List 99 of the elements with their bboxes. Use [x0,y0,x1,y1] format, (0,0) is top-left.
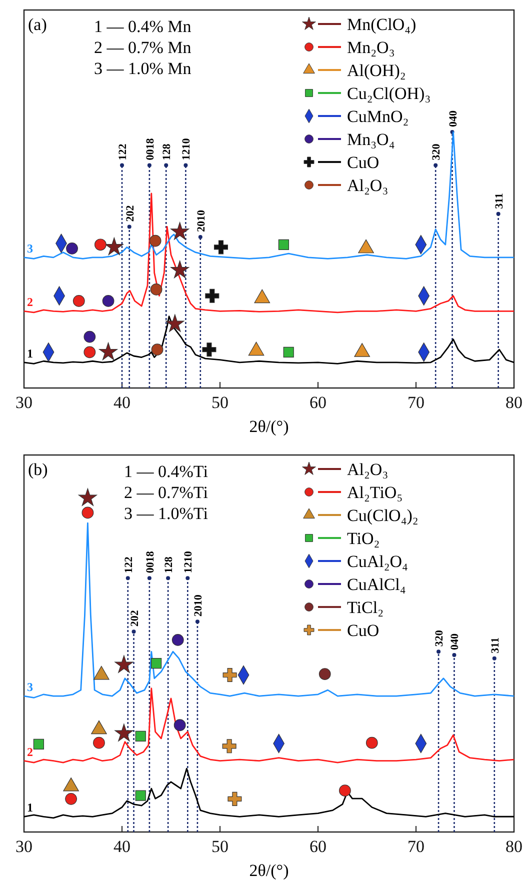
x-tick-label: 70 [408,393,424,412]
point [104,237,124,256]
x-tick-label: 80 [506,837,522,856]
annotation: 311 [493,193,506,209]
x-tick-label: 60 [310,393,326,412]
point [94,238,106,251]
series-label: 3 [27,680,33,694]
annotation: 128 [163,556,176,574]
legend-label: Cu(ClO₄)₂ [347,506,418,525]
point [84,330,96,343]
point [318,668,331,680]
series-label: 1 [27,800,33,815]
point [205,288,220,303]
legend-label: TiCl₂ [347,598,384,617]
point [174,719,186,732]
point [65,793,77,805]
annotation: 1210 [182,550,195,574]
point [172,634,184,646]
point [202,342,216,357]
point [93,736,105,749]
x-axis-title: 2θ/(°) [249,417,289,436]
point [114,724,134,742]
annotation: 040 [447,110,460,127]
point [102,295,114,307]
annotation: 122 [122,556,135,574]
point [222,739,236,754]
legend-label: Mn(ClO₄) [347,15,416,34]
point [72,295,85,307]
x-tick-label: 50 [212,393,228,412]
annotation: 2010 [192,594,204,617]
legend-label: Al₂O₃ [347,460,388,479]
point [170,260,190,278]
x-tick-label: 30 [16,393,32,412]
legend-label: Al(OH)₂ [347,61,406,80]
point [149,234,162,247]
point [82,506,94,519]
annotation: 3 — 1.0%Ti [124,504,208,523]
legend-label: CuO [347,621,380,640]
point [283,346,294,358]
legend-label: Cu₂Cl(OH)₃ [347,84,431,103]
annotation: 2010 [195,209,208,232]
x-tick-label: 40 [114,837,130,856]
x-tick-label: 70 [408,837,424,856]
text: 1 — 0.4%Ti [124,462,208,481]
chart-title: (b) [28,460,48,479]
annotation: 202 [124,204,136,222]
x-axis-title: 2θ/(°) [249,861,289,880]
x-tick-label: 80 [506,393,522,412]
point [78,488,97,506]
point [66,242,78,254]
annotation: 128 [161,143,174,160]
point [99,342,118,360]
point [151,658,162,669]
annotation: 1210 [180,138,193,160]
legend-label: CuAl₂O₄ [347,552,408,571]
point [366,736,378,749]
annotation: 0018 [144,550,156,574]
annotation: 0018 [144,138,156,160]
legend-label: CuO [347,153,380,172]
legend-label: Al₂TiO₅ [347,483,403,502]
legend-label: Al₂O₃ [347,176,388,195]
legend-label: CuMnO₂ [347,107,409,126]
point [84,346,96,358]
point [170,222,190,240]
point [135,790,146,801]
point [33,738,44,750]
annotation: 202 [128,610,141,627]
legend-label: Mn₃O₄ [347,130,395,149]
text: 1 — 0.4% Mn [94,17,192,36]
series-label: 1 [27,346,33,360]
annotation: 122 [117,143,129,160]
legend-label: Mn₂O₃ [347,38,395,57]
x-tick-label: 30 [16,837,32,856]
series-label: 2 [27,295,33,310]
point [214,240,228,254]
text: 2 — 0.7% Mn [94,38,192,57]
annotation: 2 — 0.7%Ti [124,483,208,502]
point [228,792,242,806]
annotation: 320 [430,143,443,160]
point [114,655,134,673]
x-tick-label: 40 [114,393,130,412]
annotation: 320 [434,630,446,647]
text: 3 — 1.0% Mn [94,59,192,78]
series-label: 3 [27,241,33,256]
x-tick-label: 60 [310,837,326,856]
chart-title: (a) [28,15,47,34]
legend-label: CuAlCl₄ [347,575,406,594]
point [135,730,146,742]
legend-label: TiO₂ [347,529,380,548]
point [150,284,162,296]
point [339,784,351,797]
series-label: 2 [27,744,33,759]
point [151,344,164,356]
annotation: 311 [489,637,502,654]
x-tick-label: 50 [212,837,228,856]
annotation: 040 [449,632,462,650]
point [278,239,289,250]
point [166,314,184,332]
point [222,668,237,682]
